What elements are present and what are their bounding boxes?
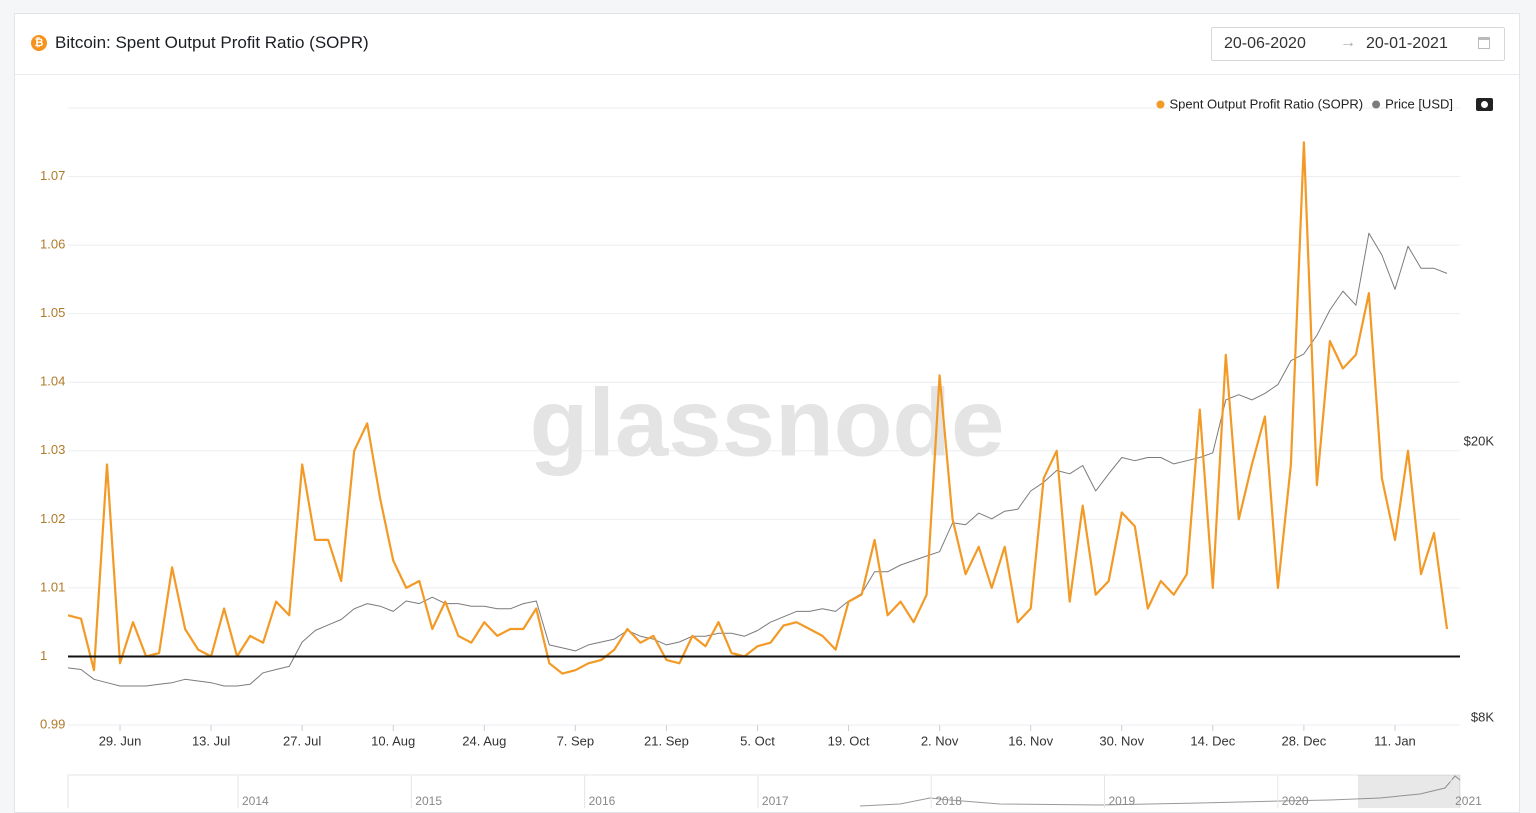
x-tick-label: 11. Jan: [1374, 733, 1416, 748]
x-tick-label: 21. Sep: [644, 733, 689, 748]
navigator-year: 2017: [762, 794, 789, 808]
x-tick-label: 2. Nov: [921, 733, 959, 748]
chart-card: ₿ Bitcoin: Spent Output Profit Ratio (SO…: [14, 13, 1520, 813]
price-line: [67, 232, 1448, 687]
x-tick-label: 10. Aug: [371, 733, 415, 748]
y-tick-label: 1: [40, 648, 47, 663]
calendar-icon[interactable]: [1478, 37, 1490, 49]
x-tick-label: 16. Nov: [1008, 733, 1053, 748]
bitcoin-icon: ₿: [31, 35, 47, 51]
legend-label[interactable]: Spent Output Profit Ratio (SOPR): [1169, 96, 1363, 111]
y-tick-label: 1.06: [40, 237, 65, 252]
y-tick-label: 1.04: [40, 374, 65, 389]
chart-title: Bitcoin: Spent Output Profit Ratio (SOPR…: [55, 33, 369, 52]
navigator-year: 2016: [589, 794, 616, 808]
x-tick-label: 27. Jul: [283, 733, 321, 748]
watermark: glassnode: [530, 369, 1005, 476]
x-tick-label: 14. Dec: [1190, 733, 1235, 748]
x-tick-label: 24. Aug: [462, 733, 506, 748]
y-tick-label: 1.01: [40, 579, 65, 594]
navigator-year: 2021: [1455, 794, 1482, 808]
navigator-year: 2020: [1282, 794, 1309, 808]
header: ₿ Bitcoin: Spent Output Profit Ratio (SO…: [15, 14, 1519, 75]
navigator-year: 2019: [1109, 794, 1136, 808]
y-tick-label: 1.02: [40, 511, 65, 526]
y-tick-label: 0.99: [40, 716, 65, 731]
legend-label[interactable]: Price [USD]: [1385, 96, 1453, 111]
y-tick-label: 1.03: [40, 442, 65, 457]
camera-lens: [1481, 101, 1488, 108]
x-tick-label: 5. Oct: [740, 733, 775, 748]
y-tick-label: 1.07: [40, 168, 65, 183]
date-to[interactable]: 20-01-2021: [1366, 35, 1448, 52]
y-tick-label: 1.05: [40, 305, 65, 320]
x-tick-label: 28. Dec: [1281, 733, 1326, 748]
x-tick-label: 19. Oct: [828, 733, 870, 748]
navigator-window[interactable]: [1358, 775, 1460, 808]
navigator-year: 2014: [242, 794, 269, 808]
arrow-icon: →: [1340, 34, 1356, 51]
legend-marker: [1156, 100, 1165, 109]
navigator-year: 2018: [935, 794, 962, 808]
x-tick-label: 30. Nov: [1099, 733, 1144, 748]
date-from[interactable]: 20-06-2020: [1224, 35, 1306, 52]
navigator-year: 2015: [415, 794, 442, 808]
sopr-line: [67, 141, 1449, 675]
x-tick-label: 13. Jul: [192, 733, 230, 748]
navigator-line: [859, 775, 1461, 807]
y2-tick-label: $20K: [1464, 433, 1495, 448]
x-tick-label: 29. Jun: [99, 733, 142, 748]
legend-marker: [1372, 100, 1381, 109]
x-tick-label: 7. Sep: [557, 733, 595, 748]
y2-tick-label: $8K: [1471, 710, 1494, 725]
date-range-picker[interactable]: 20-06-2020 → 20-01-2021: [1211, 27, 1505, 61]
